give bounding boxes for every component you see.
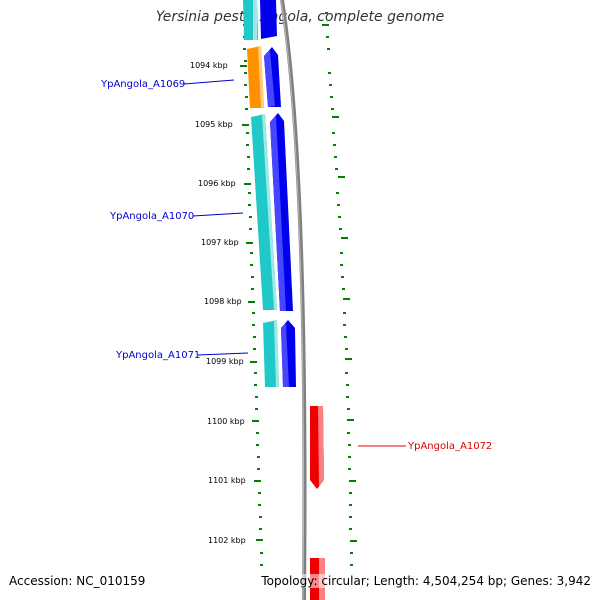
genome-summary-text: Topology: circular; Length: 4,504,254 bp… (261, 574, 591, 588)
gene-label-a1069[interactable]: YpAngola_A1069 (100, 79, 185, 90)
scale-label-1094: 1094 kbp (190, 61, 228, 70)
gene-leader-a1069 (183, 79, 235, 85)
scale-label-1098: 1098 kbp (204, 297, 242, 306)
orf-block-cyan-a1070 (251, 114, 277, 310)
genome-backbone (280, 0, 307, 600)
scale-label-1102: 1102 kbp (208, 536, 246, 545)
scale-label-1101: 1101 kbp (208, 476, 246, 485)
inner-tick-ring (240, 12, 263, 566)
gene-label-a1072[interactable]: YpAngola_A1072 (407, 441, 492, 452)
orf-block-orange-shade (258, 46, 264, 108)
genome-backbone-highlight (280, 0, 305, 600)
orf-block-cyan-a1071-shade (274, 320, 279, 387)
accession-text: Accession: NC_010159 (9, 574, 146, 588)
outer-tick-ring (322, 12, 357, 566)
cds-arrow-a1071-shade (281, 323, 289, 387)
map-title: Yersinia pestis Angola, complete genome (155, 9, 445, 25)
gene-leader-a1070 (192, 212, 244, 217)
scale-label-1099: 1099 kbp (206, 357, 244, 366)
scale-labels: 1094 kbp 1095 kbp 1096 kbp 1097 kbp 1098… (190, 61, 246, 545)
cds-reverse-track (310, 406, 325, 600)
gene-labels: YpAngola_A1069 YpAngola_A1070 YpAngola_A… (100, 79, 492, 452)
scale-label-1095: 1095 kbp (195, 120, 233, 129)
scale-label-1097: 1097 kbp (201, 238, 239, 247)
gene-label-a1070[interactable]: YpAngola_A1070 (109, 211, 194, 222)
orf-block-cyan-top-shade (253, 0, 257, 40)
cds-arrow-a1070-shade (270, 116, 286, 311)
cds-arrow-a1072-shade (318, 406, 324, 486)
orf-block-cyan-a1070-shade (262, 114, 277, 310)
orf-track (243, 0, 279, 387)
gene-label-a1071[interactable]: YpAngola_A1071 (115, 350, 200, 361)
cds-arrow-top (260, 0, 277, 39)
gene-leader-a1071 (197, 352, 249, 356)
scale-label-1100: 1100 kbp (207, 417, 245, 426)
cds-arrow-a1069-shade (264, 50, 275, 107)
cds-forward-track (260, 0, 296, 387)
scale-label-1096: 1096 kbp (198, 179, 236, 188)
